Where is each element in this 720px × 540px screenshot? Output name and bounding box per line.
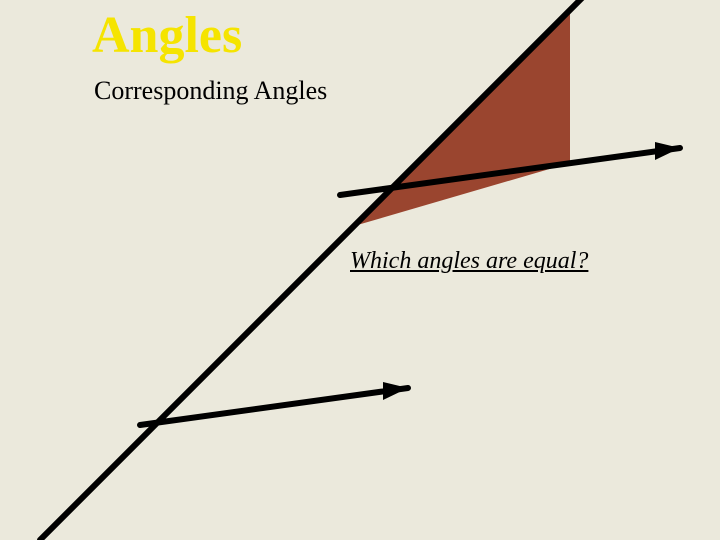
page-title: Angles bbox=[92, 10, 242, 62]
question-text: Which angles are equal? bbox=[350, 248, 588, 275]
lower-parallel-line bbox=[140, 388, 408, 425]
page-subtitle: Corresponding Angles bbox=[94, 76, 327, 106]
